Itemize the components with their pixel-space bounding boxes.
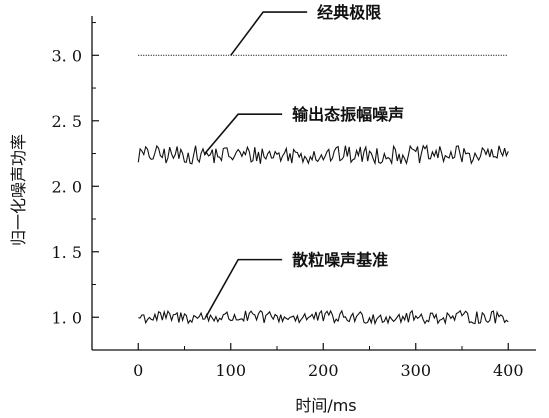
x-tick-label: 400 xyxy=(493,361,524,380)
x-tick-label: 200 xyxy=(308,361,339,380)
y-tick-label: 2. 5 xyxy=(51,112,82,131)
y-tick-label: 3. 0 xyxy=(51,46,82,65)
y-tick-label: 1. 5 xyxy=(51,243,82,262)
annotation-leader-2 xyxy=(204,113,283,155)
y-axis-title: 归一化噪声功率 xyxy=(9,134,28,246)
annotation-label-1: 经典极限 xyxy=(317,3,382,22)
x-tick-label: 300 xyxy=(400,361,431,380)
series-line-2 xyxy=(137,144,509,166)
axes xyxy=(91,16,536,351)
x-tick-label: 100 xyxy=(215,361,246,380)
x-axis-title: 时间/ms xyxy=(295,396,356,415)
series-group xyxy=(137,54,509,326)
annotation-label-2: 输出态振幅噪声 xyxy=(292,105,404,124)
series-line-3 xyxy=(138,309,509,326)
ticks: 0 100 200 300 400 1. 0 1. 5 2. 0 2. 5 3. 0 xyxy=(51,22,524,380)
annotation-leader-3 xyxy=(205,258,283,318)
y-tick-label: 1. 0 xyxy=(51,308,82,327)
x-tick-label: 0 xyxy=(133,361,143,380)
annotation-label-3: 散粒噪声基准 xyxy=(292,251,388,270)
annotation-leader-1 xyxy=(230,11,308,56)
y-tick-label: 2. 0 xyxy=(51,177,82,196)
